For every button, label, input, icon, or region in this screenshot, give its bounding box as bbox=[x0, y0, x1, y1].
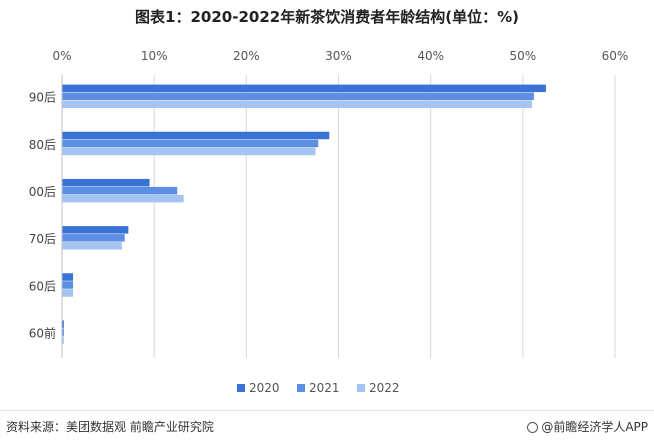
legend-label: 2020 bbox=[249, 381, 280, 395]
bar bbox=[62, 281, 74, 289]
bar bbox=[62, 320, 64, 328]
legend-label: 2021 bbox=[309, 381, 340, 395]
bar bbox=[62, 242, 122, 250]
bar bbox=[62, 273, 74, 281]
bar bbox=[62, 100, 533, 109]
bar bbox=[62, 234, 125, 242]
credit-label: @前瞻经济学人APP bbox=[527, 418, 648, 435]
credit-text: @前瞻经济学人APP bbox=[541, 420, 648, 434]
bar bbox=[62, 92, 534, 101]
chart-title: 图表1：2020-2022年新茶饮消费者年龄结构(单位：%) bbox=[135, 8, 519, 26]
x-tick-label: 60% bbox=[602, 49, 629, 63]
x-tick-label: 0% bbox=[52, 49, 71, 63]
bar bbox=[62, 147, 316, 156]
camera-icon bbox=[527, 422, 539, 433]
bar bbox=[62, 289, 74, 297]
x-tick-label: 20% bbox=[233, 49, 260, 63]
x-tick-label: 30% bbox=[325, 49, 352, 63]
category-label: 80后 bbox=[29, 138, 56, 152]
bar bbox=[62, 131, 330, 140]
footer-divider bbox=[0, 410, 654, 411]
x-tick-label: 40% bbox=[417, 49, 444, 63]
bar bbox=[62, 186, 178, 195]
bar bbox=[62, 139, 319, 148]
bar bbox=[62, 194, 184, 203]
category-label: 90后 bbox=[29, 91, 56, 105]
legend-swatch bbox=[237, 384, 245, 392]
x-tick-label: 10% bbox=[141, 49, 168, 63]
legend-swatch bbox=[297, 384, 305, 392]
source-note: 资料来源：美团数据观 前瞻产业研究院 bbox=[6, 420, 214, 434]
bar bbox=[62, 336, 64, 344]
bar bbox=[62, 226, 129, 234]
category-label: 00后 bbox=[29, 185, 56, 199]
category-label: 60前 bbox=[29, 325, 56, 340]
bar bbox=[62, 178, 150, 187]
legend-swatch bbox=[357, 384, 365, 392]
category-label: 70后 bbox=[29, 232, 56, 246]
category-label: 60后 bbox=[29, 279, 56, 293]
bar bbox=[62, 328, 64, 336]
legend-label: 2022 bbox=[369, 381, 400, 395]
bar bbox=[62, 84, 546, 93]
x-tick-label: 50% bbox=[509, 49, 536, 63]
